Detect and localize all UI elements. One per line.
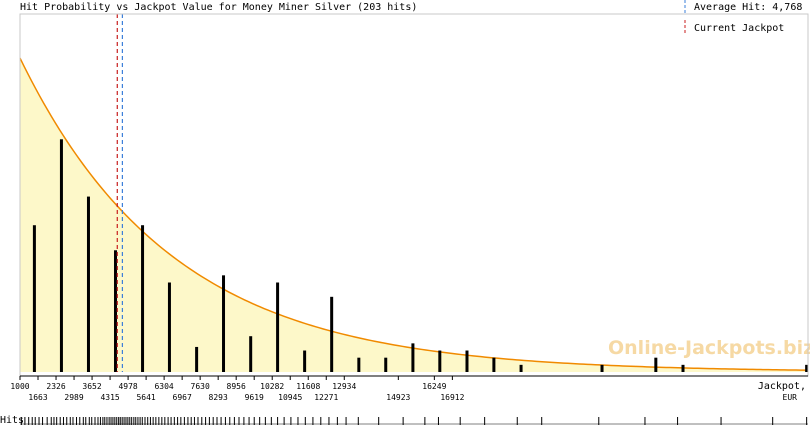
bar-2 [86,196,90,372]
bar-8 [249,336,253,372]
legend-current-label: Current Jackpot [694,23,784,34]
tick-label-bottom-1: 2989 [64,393,83,402]
x-axis-label: Jackpot, [758,381,806,392]
tick-label-bottom-10: 16912 [440,393,464,402]
tick-label-bottom-9: 14923 [386,393,410,402]
watermark: Online-Jackpots.biz [608,337,810,359]
bar-4 [141,225,145,372]
bar-3 [114,250,118,372]
bars-group [32,139,809,372]
bar-14 [411,343,415,372]
legend-average-label: Average Hit: 4,768 [694,2,802,13]
tick-label-top-5: 7630 [191,382,210,391]
tick-label-bottom-4: 6967 [173,393,192,402]
tick-label-top-7: 10282 [260,382,284,391]
bar-18 [519,364,523,372]
tick-label-top-9: 12934 [332,382,356,391]
x-axis-unit: EUR [783,393,798,402]
tick-label-top-2: 3652 [82,382,101,391]
bar-22 [805,364,809,372]
bar-6 [195,346,199,372]
bar-17 [492,357,496,372]
bar-5 [167,282,171,372]
tick-label-top-10: 16249 [422,382,446,391]
tick-label-top-1: 2326 [46,382,65,391]
tick-label-bottom-6: 9619 [245,393,264,402]
hits-rug-label: Hits [0,415,24,425]
tick-label-bottom-2: 4315 [100,393,119,402]
tick-label-top-6: 8956 [227,382,246,391]
bar-7 [222,275,226,372]
tick-label-bottom-5: 8293 [209,393,228,402]
probability-area [20,58,808,372]
bar-16 [465,350,469,372]
bar-10 [303,350,307,372]
tick-label-bottom-3: 5641 [136,393,155,402]
bar-9 [276,282,280,372]
bar-12 [357,357,361,372]
chart-title: Hit Probability vs Jackpot Value for Mon… [20,2,417,13]
bar-19 [600,364,604,372]
bar-13 [384,357,388,372]
tick-label-bottom-0: 1663 [28,393,47,402]
bar-15 [438,350,442,372]
tick-label-top-8: 11608 [296,382,320,391]
bar-11 [330,296,334,372]
ticks-group: 1000 2326 3652 4978 6304 7630 8956 10282 11608 12… [10,376,465,402]
bar-1 [59,139,63,372]
tick-label-bottom-8: 12271 [314,393,338,402]
bar-0 [32,225,36,372]
tick-label-top-0: 1000 [10,382,29,391]
hits-rug [20,417,808,425]
bar-20 [654,357,658,372]
tick-label-top-3: 4978 [118,382,137,391]
tick-label-bottom-7: 10945 [278,393,302,402]
bar-21 [681,364,685,372]
tick-label-top-4: 6304 [154,382,173,391]
